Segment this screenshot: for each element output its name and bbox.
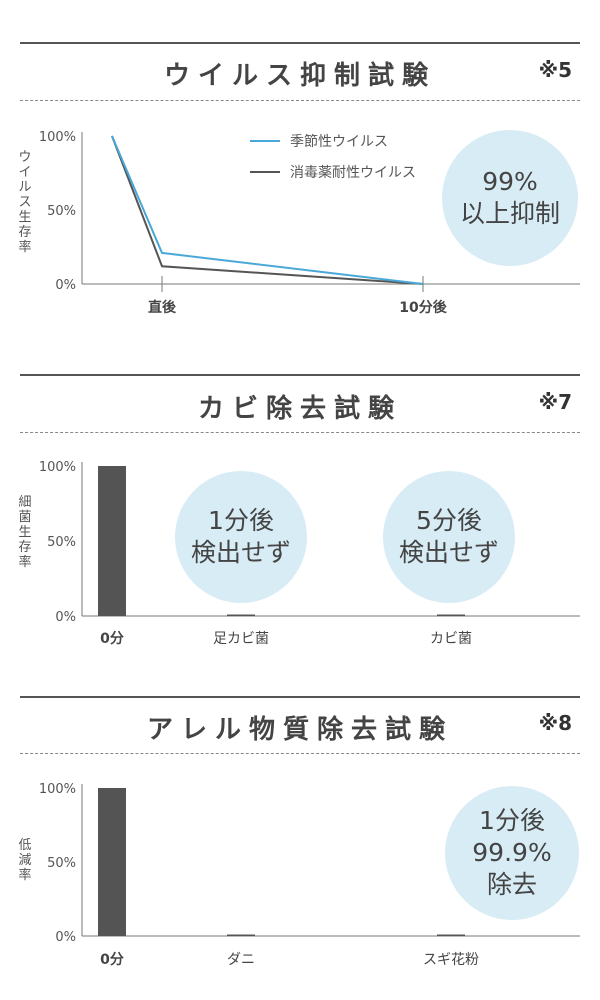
y-axis-label: 低減率 [18,838,32,883]
footnote-mark: ※8 [538,711,572,735]
x-tick-label: 10分後 [399,299,447,316]
bubble-line-1: 1分後 [208,506,274,535]
result-bubble: 1分後 99.9% 除去 [445,786,579,920]
footnote-mark: ※5 [538,58,572,82]
bubble-line-1: 99% [482,167,538,196]
x-tick-label: 直後 [148,299,177,316]
top-rule [20,42,580,44]
bar [98,466,126,616]
panel-title: カビ除去試験 [197,394,402,424]
series-line [111,135,424,285]
dashed-divider [20,100,580,101]
bubble-line-2: 99.9% [472,838,552,867]
bubble-line-2: 以上抑制 [459,199,560,228]
y-tick-label: 0% [55,278,76,293]
bubble-line-3: 除去 [486,870,537,899]
bar [437,614,465,616]
y-tick-label: 50% [47,204,76,219]
dashed-divider [20,753,580,754]
legend-label: 消毒薬耐性ウイルス [290,165,416,181]
allergen-panel: アレル物質除去試験 ※8 低減率 100% 50% 0% 0分 ダニ スギ花粉 1分後 9… [0,660,600,1000]
y-axis-label: ウイルス生存率 [18,150,32,255]
bubble-line-1: 5分後 [416,506,482,535]
y-tick-label: 0% [55,610,76,625]
x-tick-label: 足カビ菌 [213,631,269,647]
y-tick-label: 100% [39,782,76,797]
bar [437,934,465,936]
top-rule [20,374,580,376]
bubble-line-2: 検出せず [398,538,499,567]
footnote-mark: ※7 [538,390,572,414]
x-tick-label: スギ花粉 [423,952,479,968]
virus-panel: ウイルス抑制試験 ※5 ウイルス生存率 100% 50% 0% 直後 10分後 季節性ウイ… [0,0,600,340]
y-tick-label: 50% [47,535,76,550]
bar [98,788,126,936]
x-tick-label: 0分 [100,952,124,968]
panel-title: アレル物質除去試験 [146,715,453,745]
dashed-divider [20,432,580,433]
mold-bar-chart: 100% 50% 0% 0分 足カビ菌 カビ菌 [39,460,580,647]
result-bubble: 99% 以上抑制 [442,130,578,266]
y-tick-label: 50% [47,856,76,871]
allergen-bar-chart: 100% 50% 0% 0分 ダニ スギ花粉 [39,782,580,968]
bar [227,614,255,616]
result-bubble-1: 1分後 検出せず [175,471,307,603]
bubble-line-1: 1分後 [479,806,545,835]
mold-panel: カビ除去試験 ※7 細菌生存率 100% 50% 0% 0分 足カビ菌 カビ菌 1分後 検… [0,340,600,680]
bubble-line-2: 検出せず [190,538,291,567]
x-tick-label: カビ菌 [430,631,472,647]
panel-title: ウイルス抑制試験 [163,61,436,91]
y-tick-label: 0% [55,930,76,945]
series-line [111,135,424,285]
top-rule [20,696,580,698]
y-axis-label: 細菌生存率 [18,495,32,570]
result-bubble-2: 5分後 検出せず [383,471,515,603]
legend-label: 季節性ウイルス [290,133,388,150]
y-tick-label: 100% [39,130,76,145]
x-tick-label: ダニ [227,952,255,968]
x-tick-label: 0分 [100,631,124,647]
y-tick-label: 100% [39,460,76,475]
bar [227,934,255,936]
